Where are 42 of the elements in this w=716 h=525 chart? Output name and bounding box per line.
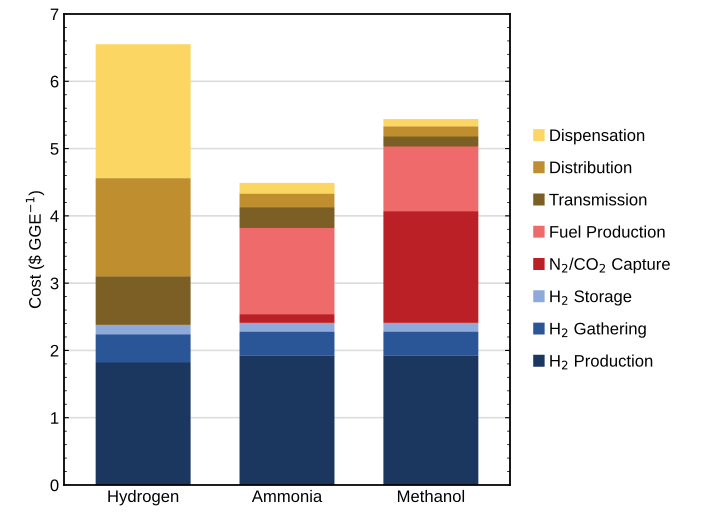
y-tick-label: 5 <box>50 143 58 155</box>
legend-label: Distribution <box>550 161 632 174</box>
legend-label: N$_{2}$/CO$_{2}$ Capture <box>550 258 670 274</box>
y-tick-label: 2 <box>50 344 58 356</box>
bar <box>96 178 191 276</box>
bar <box>240 322 334 332</box>
legend-label: H$_{2}$ Production <box>550 354 652 370</box>
bar <box>240 207 334 228</box>
bar <box>240 314 334 323</box>
bar <box>96 362 191 485</box>
bar <box>240 356 334 485</box>
bar <box>240 228 334 314</box>
bar <box>383 211 478 323</box>
y-tick-label: 3 <box>50 278 58 290</box>
bar <box>240 182 334 194</box>
bar <box>383 146 478 212</box>
y-tick-label: 7 <box>50 8 58 20</box>
bar <box>96 44 191 178</box>
bar <box>96 334 191 363</box>
legend-label: Transmission <box>549 193 646 206</box>
legend-label: H$_{2}$ Storage <box>550 290 632 306</box>
y-tick-label: 1 <box>51 412 58 424</box>
legend-label: H$_{2}$ Gathering <box>550 322 646 338</box>
bar <box>383 118 478 126</box>
bar <box>240 332 334 356</box>
y-tick-label: 6 <box>50 76 58 88</box>
bar <box>383 136 478 147</box>
bar <box>383 126 478 136</box>
bar <box>96 324 191 334</box>
x-tick-label: Hydrogen <box>108 490 178 506</box>
bar <box>240 194 334 208</box>
bar <box>383 356 478 485</box>
legend-label: Fuel Production <box>550 225 665 238</box>
y-tick-label: 4 <box>50 210 59 222</box>
bar <box>383 322 478 332</box>
y-tick-label: 0 <box>50 479 58 492</box>
x-tick-label: Methanol <box>398 490 464 502</box>
x-tick-label: Ammonia <box>252 490 322 502</box>
bar <box>96 276 191 325</box>
bar <box>383 332 478 356</box>
legend-label: Dispensation <box>550 128 644 144</box>
y-axis-title: Cost ($ GGE$^{−1}$) <box>26 191 44 308</box>
